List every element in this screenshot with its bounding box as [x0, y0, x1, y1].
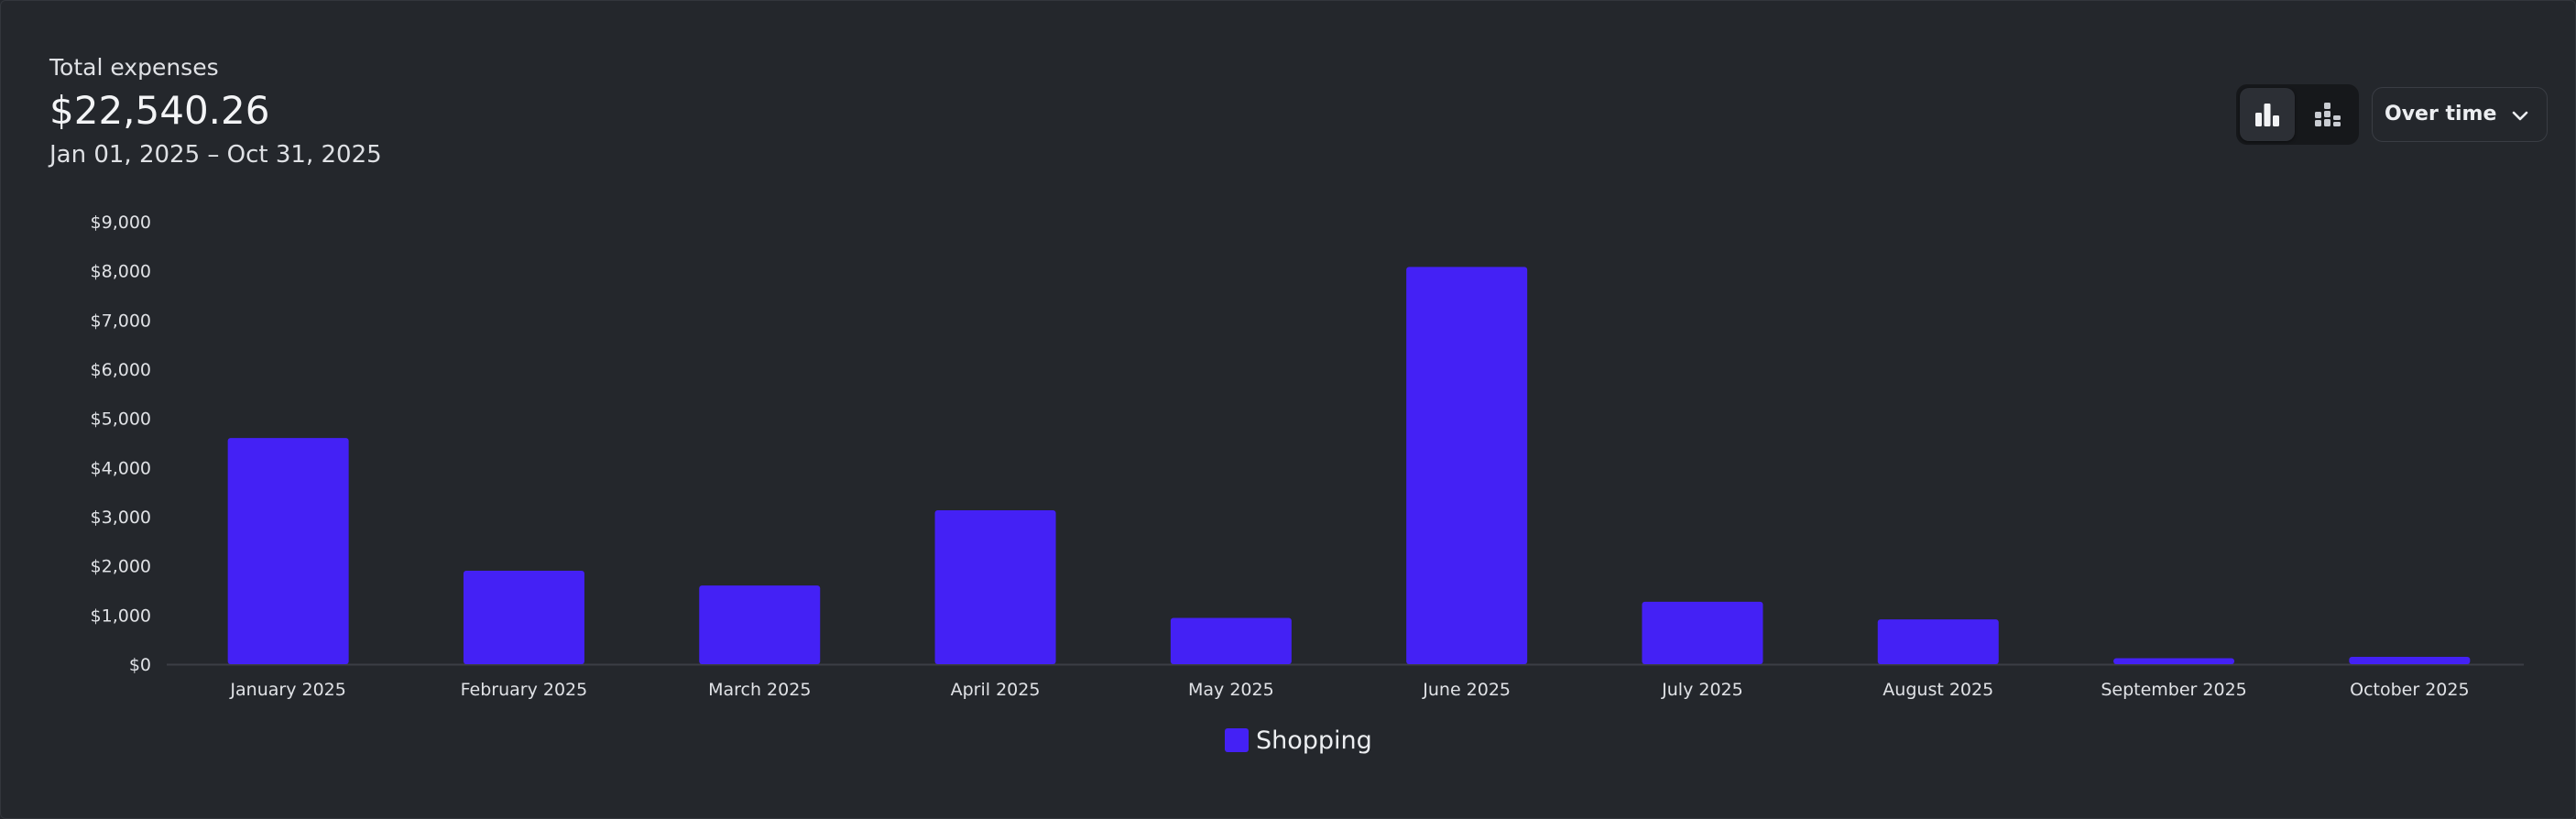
- chart-type-toggle: [2236, 84, 2359, 145]
- y-tick-label: $4,000: [91, 458, 151, 478]
- bar-february-2025[interactable]: [463, 571, 584, 664]
- x-tick-label: September 2025: [2101, 680, 2246, 700]
- grouping-select[interactable]: Over time: [2372, 87, 2548, 142]
- x-tick-label: June 2025: [1422, 680, 1511, 700]
- stacked-bar-chart-icon: [2315, 103, 2341, 126]
- summary-header: Total expenses $22,540.26 Jan 01, 2025 –…: [49, 52, 382, 171]
- x-tick-label: February 2025: [461, 680, 588, 700]
- y-tick-label: $7,000: [91, 311, 151, 331]
- bar-october-2025[interactable]: [2349, 656, 2471, 664]
- bar-july-2025[interactable]: [1642, 601, 1763, 664]
- x-tick-label: October 2025: [2350, 680, 2469, 700]
- x-tick-label: April 2025: [951, 680, 1041, 700]
- legend-swatch: [1225, 728, 1249, 752]
- grouping-select-value: Over time: [2385, 103, 2497, 126]
- chevron-down-icon: [2512, 111, 2528, 121]
- x-tick-label: March 2025: [708, 680, 811, 700]
- x-tick-label: July 2025: [1661, 680, 1743, 700]
- chart-legend: Shopping: [1225, 726, 1372, 755]
- y-tick-label: $2,000: [91, 557, 151, 577]
- bar-march-2025[interactable]: [699, 585, 821, 664]
- y-tick-label: $1,000: [91, 606, 151, 626]
- y-tick-label: $0: [129, 655, 151, 675]
- y-tick-label: $8,000: [91, 262, 151, 282]
- bar-chart-button[interactable]: [2240, 88, 2295, 141]
- stacked-bar-chart-button[interactable]: [2300, 88, 2355, 141]
- bar-august-2025[interactable]: [1877, 619, 1999, 664]
- y-tick-label: $9,000: [91, 213, 151, 233]
- bar-chart-icon: [2255, 104, 2279, 126]
- date-range: Jan 01, 2025 – Oct 31, 2025: [49, 141, 382, 169]
- bar-september-2025[interactable]: [2113, 658, 2235, 664]
- total-expenses-label: Total expenses: [49, 54, 219, 81]
- x-tick-label: January 2025: [229, 680, 345, 700]
- y-tick-label: $5,000: [91, 410, 151, 430]
- y-tick-label: $3,000: [91, 508, 151, 528]
- legend-label: Shopping: [1256, 726, 1372, 755]
- y-tick-label: $6,000: [91, 360, 151, 380]
- bar-june-2025[interactable]: [1406, 267, 1528, 664]
- bar-may-2025[interactable]: [1170, 617, 1292, 664]
- x-tick-label: August 2025: [1883, 680, 1993, 700]
- total-expenses-amount: $22,540.26: [49, 88, 270, 133]
- x-tick-label: May 2025: [1188, 680, 1274, 700]
- bar-april-2025[interactable]: [934, 510, 1056, 664]
- bar-january-2025[interactable]: [227, 438, 349, 664]
